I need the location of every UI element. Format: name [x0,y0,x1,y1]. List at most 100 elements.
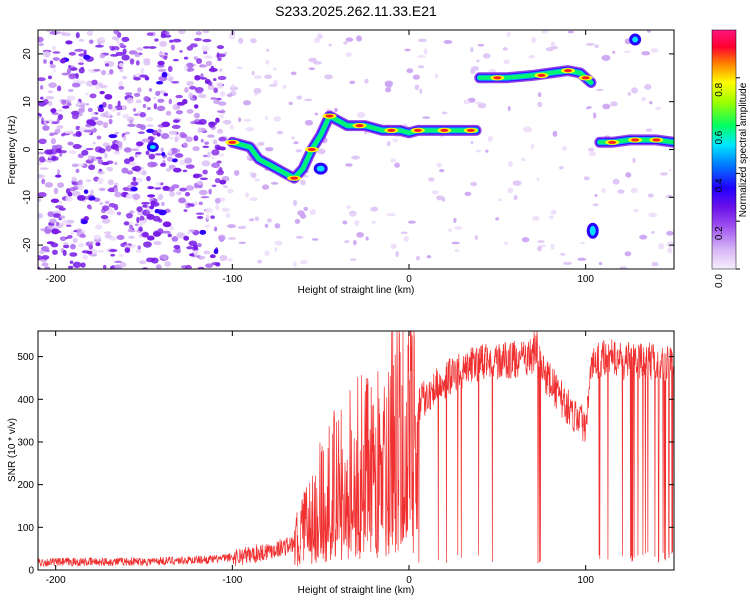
noise-blob [95,44,104,48]
noise-blob [308,67,316,71]
snr-ylabel: SNR (10 * v/v) [7,418,18,482]
ridge-track [477,68,593,85]
noise-blob [57,169,61,176]
noise-spot [161,152,166,157]
noise-blob [414,84,420,91]
noise-blob [365,236,369,241]
noise-spot [83,189,89,194]
noise-blob [201,45,210,52]
noise-blob [172,58,179,62]
noise-blob [72,181,79,186]
noise-blob [169,39,174,43]
noise-blob [196,58,203,64]
noise-blob [577,257,587,261]
noise-blob [164,261,172,267]
noise-blob [137,87,142,93]
noise-blob [202,145,210,149]
noise-blob [185,264,192,269]
ridge-hotspot-core [387,128,396,132]
x-tick-label: 0 [406,575,412,586]
noise-blob [537,92,542,98]
noise-blob [655,106,662,111]
noise-blob [558,166,564,170]
noise-blob [65,195,73,203]
noise-blob [88,30,94,35]
noise-blob [436,195,445,201]
noise-blob [311,238,319,241]
noise-blob [61,72,70,76]
noise-blob [601,187,606,194]
noise-blob [135,60,140,66]
noise-blob [169,225,174,231]
noise-blob [77,179,83,186]
noise-blob [78,242,85,248]
noise-blob [85,92,89,96]
noise-blob [39,249,45,255]
noise-blob [128,221,133,225]
noise-blob [160,133,170,140]
noise-blob [45,96,55,100]
noise-blob [143,241,152,248]
noise-blob [197,242,202,248]
noise-blob [648,212,657,218]
noise-blob [384,80,394,87]
noise-blob [203,51,208,55]
noise-blob [93,234,101,240]
noise-blob [87,107,93,113]
noise-blob [69,252,78,257]
noise-blob [203,154,209,158]
noise-blob [69,260,74,264]
noise-blob [667,247,673,254]
noise-blob [53,187,59,195]
noise-blob [56,31,61,34]
noise-blob [202,169,208,175]
noise-blob [38,192,47,198]
snr-marks [38,331,674,568]
noise-blob [124,92,133,96]
noise-spot [204,79,211,85]
noise-blob [166,168,172,172]
noise-blob [268,84,278,87]
noise-blob [202,30,210,34]
noise-blob [88,164,96,171]
noise-blob [625,172,632,178]
noise-blob [72,237,78,243]
noise-blob [98,187,106,191]
noise-blob [132,193,141,200]
noise-blob [370,206,379,212]
noise-blob [594,44,599,49]
noise-blob [645,128,653,132]
noise-blob [186,67,195,72]
noise-blob [502,47,508,51]
noise-blob [116,234,125,241]
noise-blob [79,127,87,130]
noise-blob [513,194,518,201]
noise-spot [146,128,155,134]
noise-blob [83,129,93,133]
noise-blob [134,53,141,58]
noise-blob [183,235,190,241]
noise-blob [133,165,142,172]
noise-blob [215,262,221,267]
noise-spot [62,105,70,109]
noise-blob [38,266,41,269]
noise-blob [225,213,231,219]
noise-blob [139,220,146,225]
noise-blob [213,87,219,94]
noise-blob [221,207,230,212]
noise-blob [245,127,255,132]
noise-blob [50,138,56,145]
noise-blob [215,82,223,88]
noise-blob [123,147,132,153]
noise-blob [114,191,122,198]
noise-blob [190,97,195,101]
noise-spot [219,179,227,185]
noise-blob [71,176,77,183]
noise-blob [354,219,360,227]
noise-blob [588,147,595,152]
noise-blob [646,30,651,33]
noise-blob [170,44,176,51]
noise-blob [416,55,426,58]
